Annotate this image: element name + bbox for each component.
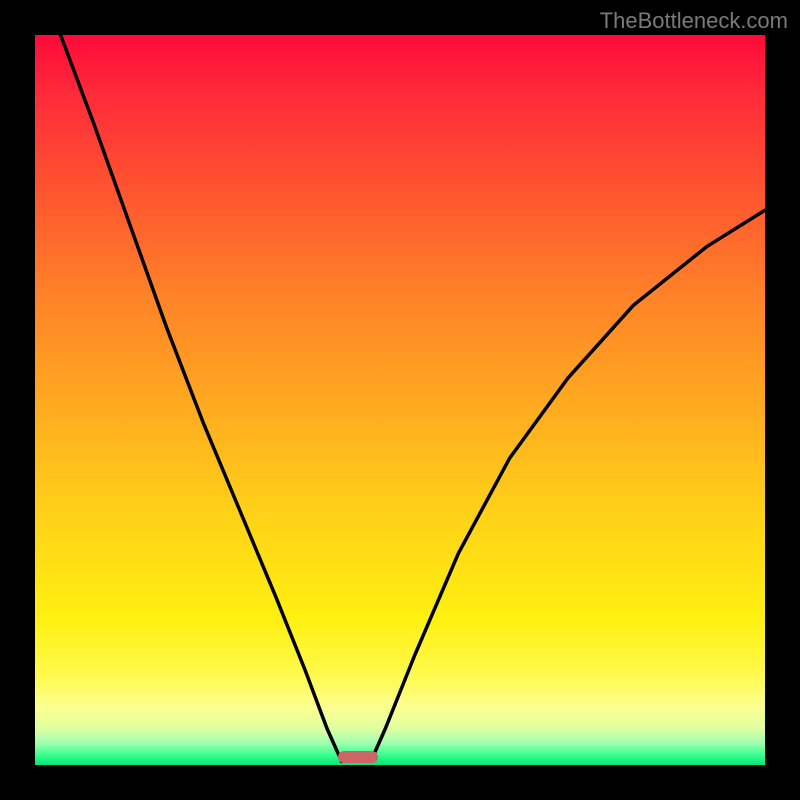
chart-container: TheBottleneck.com bbox=[0, 0, 800, 800]
watermark-text: TheBottleneck.com bbox=[600, 8, 788, 34]
optimal-marker bbox=[338, 751, 378, 763]
plot-area bbox=[35, 35, 765, 765]
